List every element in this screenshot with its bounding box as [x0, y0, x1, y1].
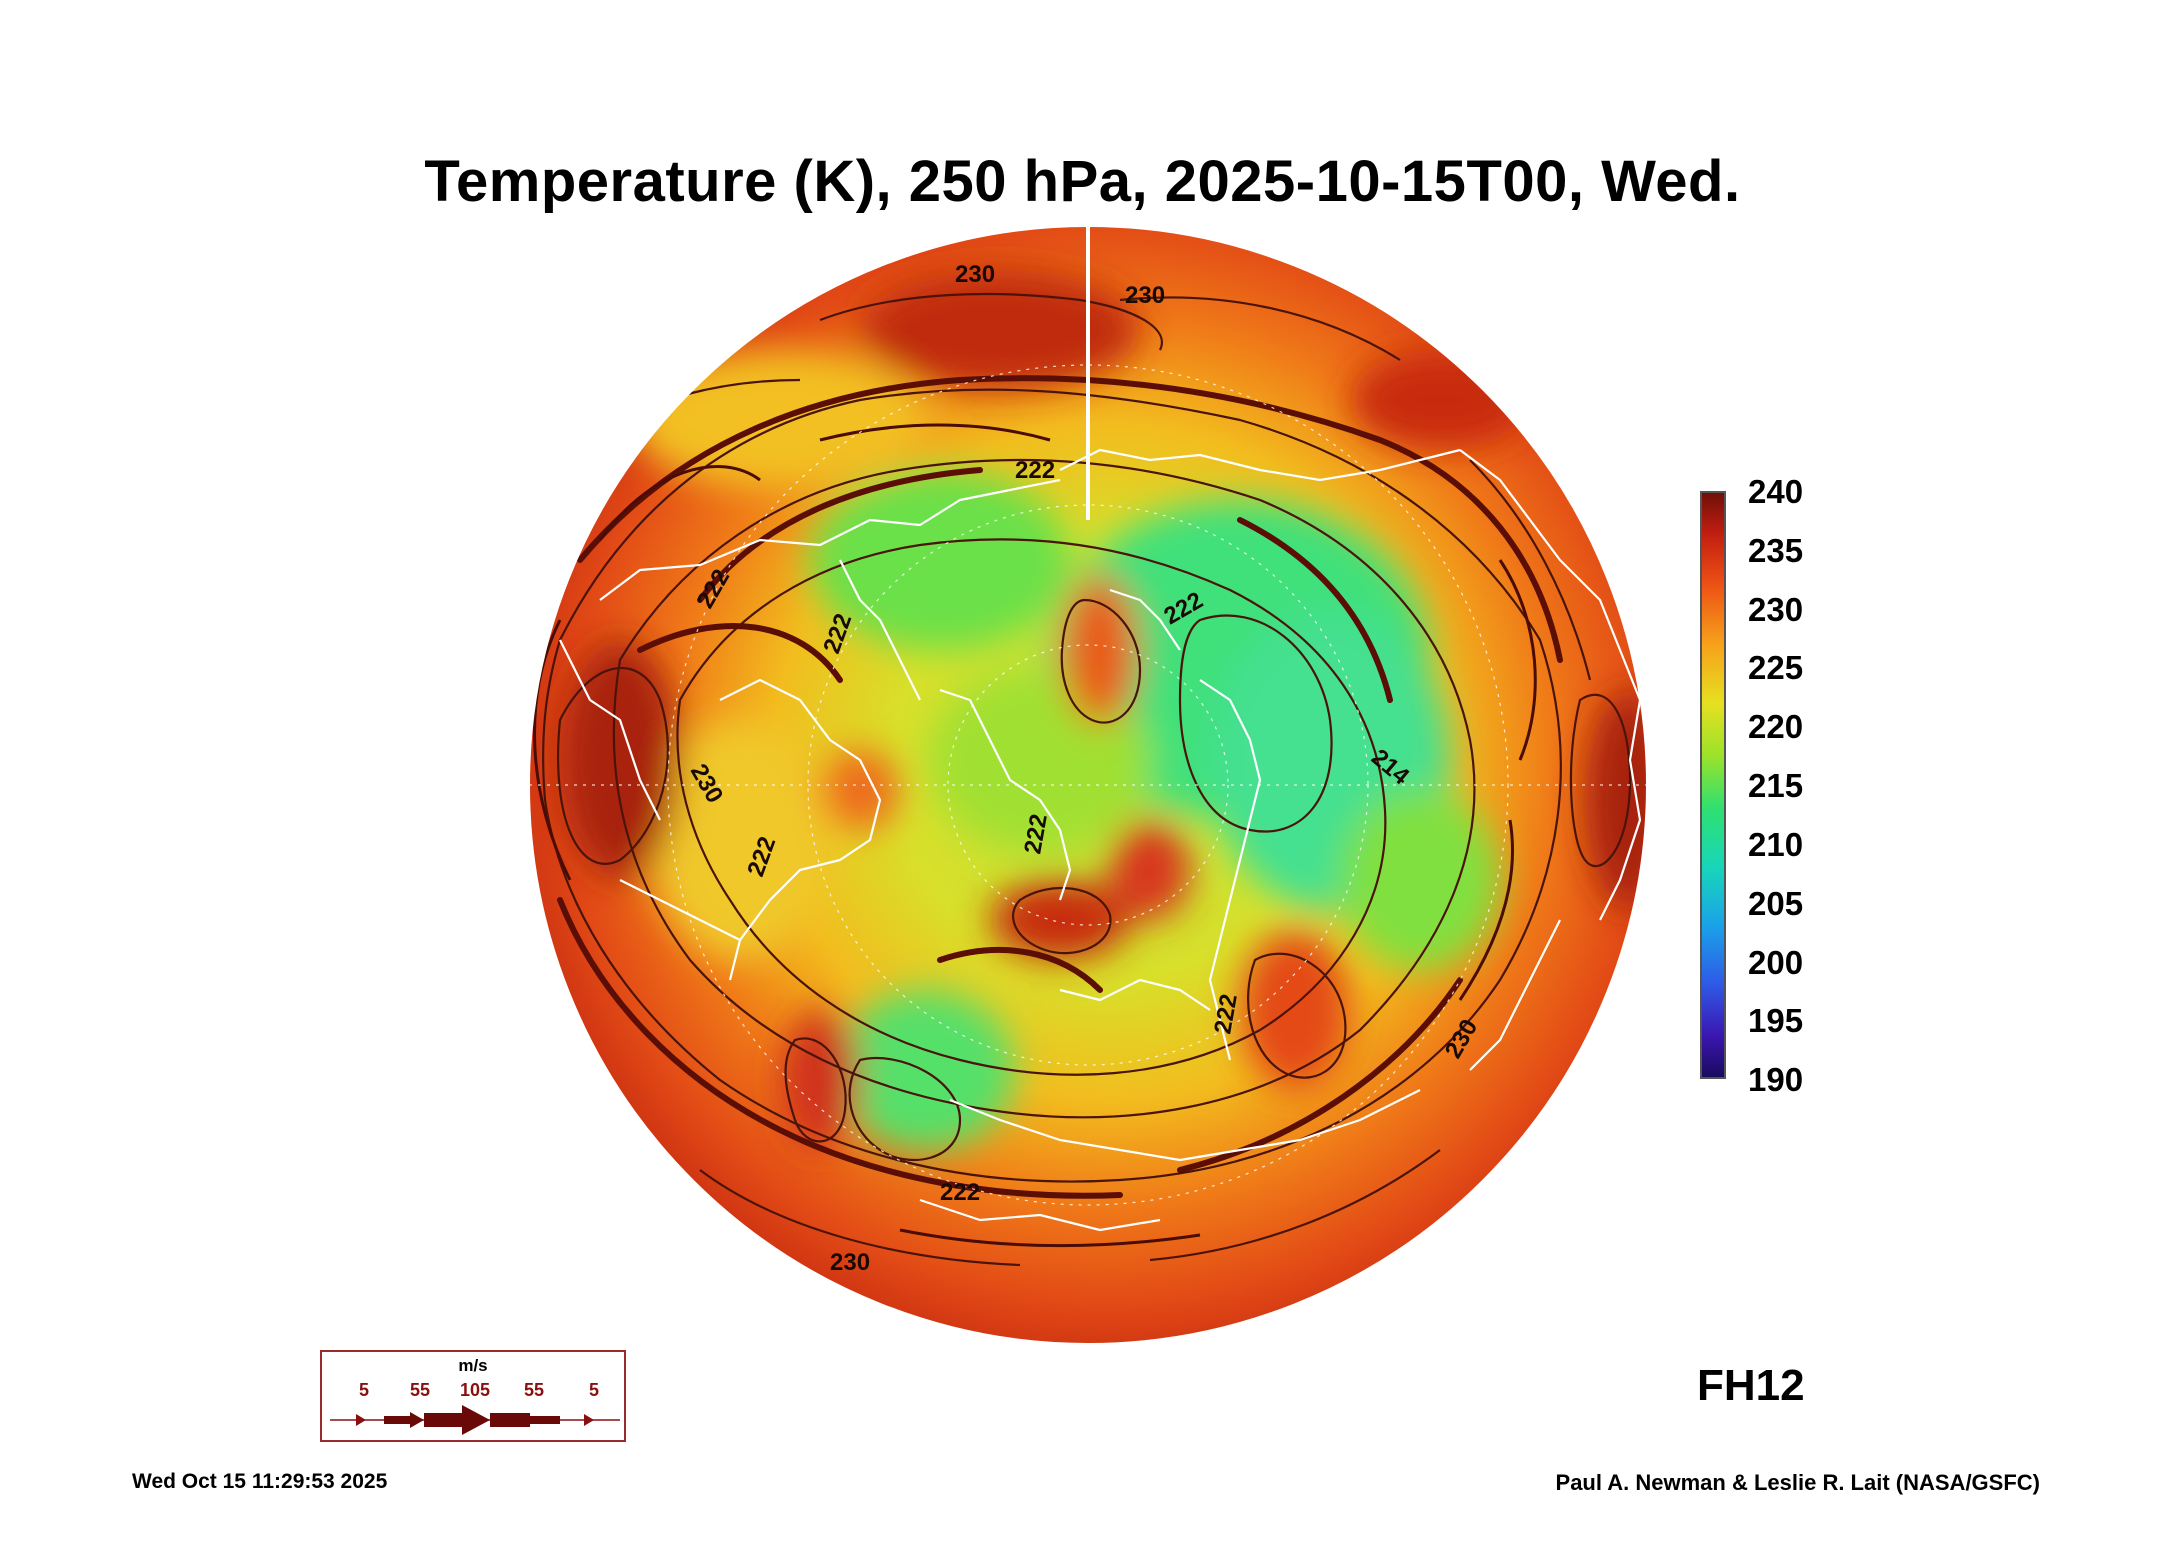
colorbar-label: 220 — [1748, 708, 1804, 745]
colorbar-label: 205 — [1748, 885, 1804, 922]
run-timestamp: Wed Oct 15 11:29:53 2025 — [132, 1470, 388, 1493]
contour-label: 230 — [1125, 282, 1165, 309]
colorbar-label: 200 — [1748, 944, 1804, 981]
wind-legend-speed: 55 — [409, 1380, 431, 1400]
wind-legend-speed: 5 — [358, 1380, 370, 1400]
wind-legend-unit: m/s — [458, 1356, 488, 1375]
contour-label: 230 — [830, 1249, 870, 1276]
contour-lines — [542, 292, 1632, 1267]
map-border — [528, 225, 1648, 1345]
contour-label: 222 — [940, 1179, 980, 1206]
credit-line: Paul A. Newman & Leslie R. Lait (NASA/GS… — [1555, 1470, 2040, 1495]
colorbar-label: 210 — [1748, 826, 1804, 863]
wind-streamlines-thin — [533, 423, 1537, 1248]
coastlines — [559, 448, 1642, 1232]
wind-legend-speed: 55 — [523, 1380, 545, 1400]
wind-streamlines — [557, 375, 1563, 1199]
contour-label: 222 — [1015, 457, 1055, 484]
chart-title: Temperature (K), 250 hPa, 2025-10-15T00,… — [424, 149, 1741, 214]
wind-legend-arrows — [330, 1405, 620, 1435]
forecast-hour-label: FH12 — [1697, 1361, 1805, 1410]
wind-speed-legend: m/s 5 55 105 55 5 — [320, 1350, 626, 1442]
colorbar-label: 215 — [1748, 767, 1804, 804]
wind-legend-speed: 5 — [588, 1380, 600, 1400]
colorbar-label: 230 — [1748, 591, 1804, 628]
colorbar-label: 240 — [1748, 473, 1804, 510]
contour-label: 230 — [955, 261, 995, 288]
colorbar-label: 225 — [1748, 649, 1804, 686]
colorbar — [1700, 491, 1726, 1079]
colorbar-label: 195 — [1748, 1002, 1804, 1039]
colorbar-label: 235 — [1748, 532, 1804, 569]
wind-legend-speed: 105 — [459, 1380, 491, 1400]
graticule — [529, 364, 1647, 1206]
colorbar-label: 190 — [1748, 1061, 1804, 1098]
